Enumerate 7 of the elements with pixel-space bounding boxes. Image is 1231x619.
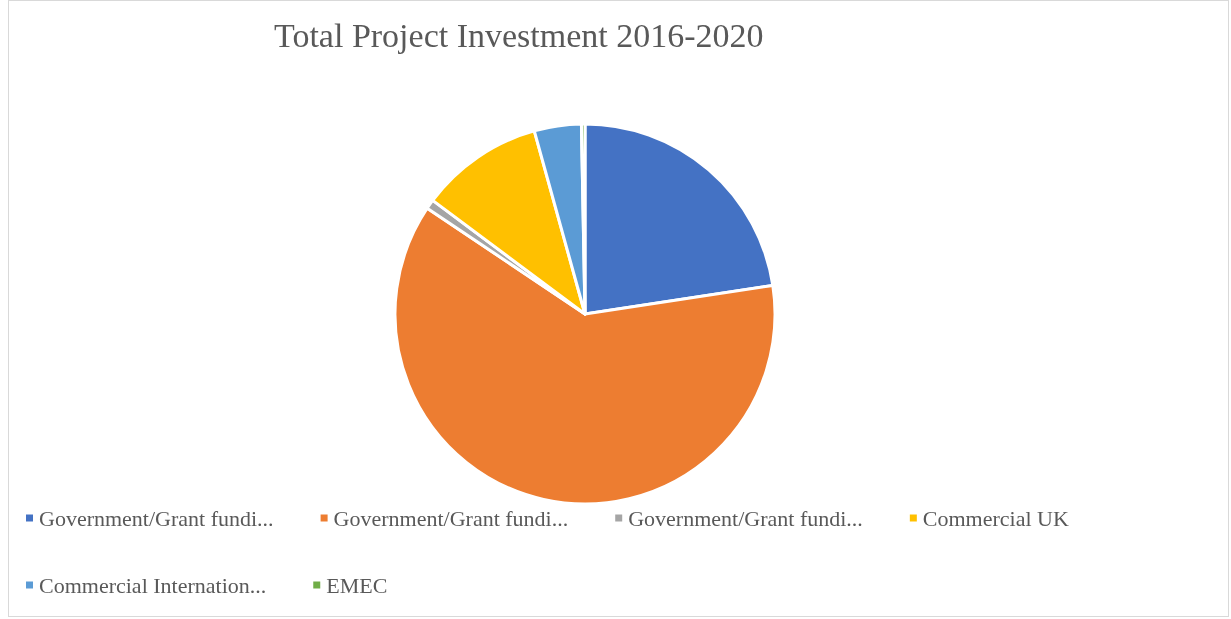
legend-label: Government/Grant fundi... bbox=[628, 505, 863, 531]
legend-label: Commercial Internation... bbox=[39, 572, 267, 598]
legend-label: Government/Grant fundi... bbox=[39, 505, 274, 531]
legend-label: EMEC bbox=[326, 572, 388, 598]
legend-label: Government/Grant fundi... bbox=[333, 505, 569, 531]
legend-label: Commercial UK bbox=[922, 505, 1069, 531]
chart-title: Total Project Investment 2016-2020 bbox=[274, 16, 764, 54]
